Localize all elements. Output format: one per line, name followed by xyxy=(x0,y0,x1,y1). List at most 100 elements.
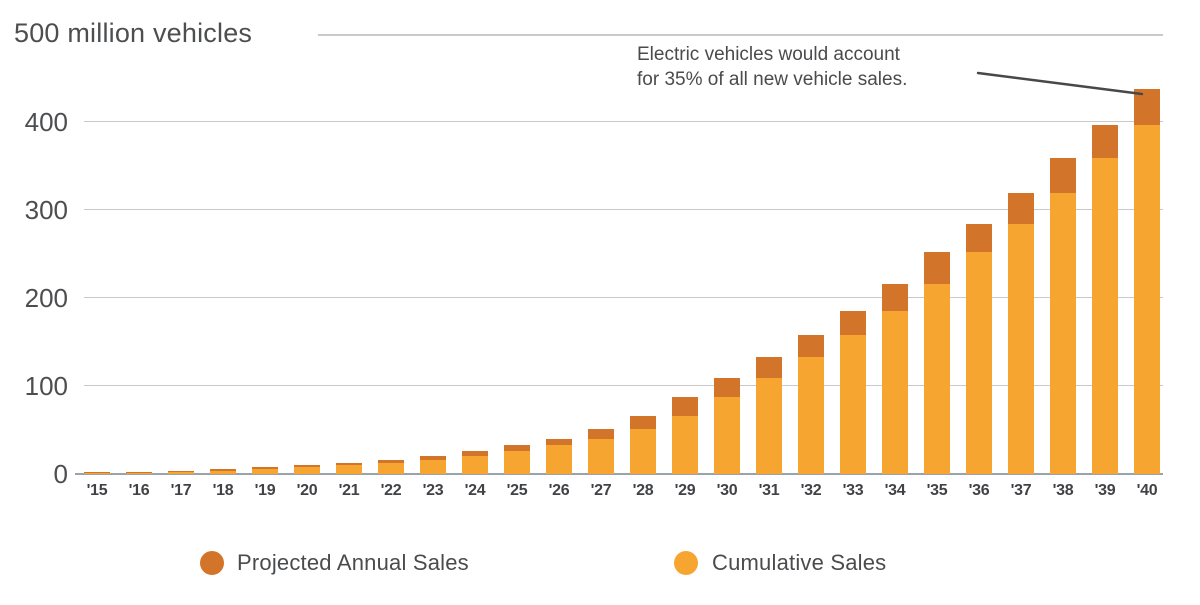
bar-annual-segment-31 xyxy=(756,356,782,379)
bar-cumulative-segment-25 xyxy=(504,451,530,474)
bar-cumulative-segment-32 xyxy=(798,356,824,474)
bar-annual-segment-35 xyxy=(924,252,950,284)
x-tick-label-27: '27 xyxy=(590,482,612,499)
bar-annual-segment-36 xyxy=(966,224,992,253)
legend-label-cumulative: Cumulative Sales xyxy=(712,550,887,575)
bar-cumulative-segment-20 xyxy=(294,467,320,474)
bar-cumulative-segment-17 xyxy=(168,471,194,474)
x-tick-label-35: '35 xyxy=(926,482,948,499)
bar-cumulative-segment-35 xyxy=(924,283,950,474)
x-tick-label-25: '25 xyxy=(506,482,528,499)
bar-cumulative-segment-24 xyxy=(462,456,488,474)
x-tick-label-23: '23 xyxy=(422,482,444,499)
bar-annual-segment-17 xyxy=(168,470,194,472)
bar-annual-segment-24 xyxy=(462,451,488,457)
legend: Projected Annual Sales Cumulative Sales xyxy=(0,549,1200,579)
bar-annual-segment-25 xyxy=(504,445,530,452)
bar-cumulative-segment-33 xyxy=(840,334,866,474)
y-tick-label-400: 400 xyxy=(24,107,68,137)
bar-annual-segment-39 xyxy=(1092,124,1118,159)
bar-annual-segment-32 xyxy=(798,334,824,357)
annotation-text: Electric vehicles would account for 35% … xyxy=(637,42,907,92)
x-tick-label-24: '24 xyxy=(464,482,486,499)
bar-annual-segment-22 xyxy=(378,460,404,464)
bar-annual-segment-16 xyxy=(126,471,152,473)
x-tick-label-33: '33 xyxy=(842,482,864,499)
gridline-200 xyxy=(84,297,1163,298)
bar-annual-segment-33 xyxy=(840,311,866,335)
gridline-300 xyxy=(84,209,1163,210)
bar-cumulative-segment-21 xyxy=(336,465,362,474)
x-tick-label-38: '38 xyxy=(1052,482,1074,499)
annotation-line1: Electric vehicles would account xyxy=(637,44,900,65)
x-tick-label-26: '26 xyxy=(548,482,570,499)
x-tick-label-20: '20 xyxy=(296,482,318,499)
gridline-400 xyxy=(84,121,1163,122)
bar-cumulative-segment-29 xyxy=(672,415,698,474)
x-tick-label-31: '31 xyxy=(758,482,780,499)
x-tick-label-21: '21 xyxy=(338,482,360,499)
y-tick-label-300: 300 xyxy=(24,195,68,225)
y-tick-label-100: 100 xyxy=(24,371,68,401)
bar-cumulative-segment-16 xyxy=(126,472,152,474)
x-tick-label-39: '39 xyxy=(1094,482,1116,499)
gridline-500 xyxy=(318,34,1163,36)
gridline-100 xyxy=(84,385,1163,386)
bar-annual-segment-18 xyxy=(210,469,236,471)
bar-annual-segment-26 xyxy=(546,438,572,446)
bar-annual-segment-21 xyxy=(336,463,362,466)
bar-cumulative-segment-37 xyxy=(1008,224,1034,474)
x-tick-label-19: '19 xyxy=(254,482,276,499)
bar-cumulative-segment-27 xyxy=(588,438,614,474)
bar-annual-segment-30 xyxy=(714,378,740,398)
x-tick-label-18: '18 xyxy=(212,482,234,499)
bar-annual-segment-34 xyxy=(882,283,908,312)
x-axis-line xyxy=(75,473,1163,475)
bar-cumulative-segment-28 xyxy=(630,429,656,474)
callout-line xyxy=(976,71,1144,96)
bar-annual-segment-27 xyxy=(588,429,614,439)
bar-annual-segment-28 xyxy=(630,415,656,430)
bar-annual-segment-20 xyxy=(294,465,320,468)
bar-annual-segment-23 xyxy=(420,456,446,461)
bar-cumulative-segment-31 xyxy=(756,378,782,474)
bar-cumulative-segment-39 xyxy=(1092,158,1118,474)
x-tick-label-28: '28 xyxy=(632,482,654,499)
x-tick-label-32: '32 xyxy=(800,482,822,499)
bar-annual-segment-15 xyxy=(84,472,110,473)
bar-cumulative-segment-38 xyxy=(1050,193,1076,474)
x-tick-label-29: '29 xyxy=(674,482,696,499)
legend-label-annual: Projected Annual Sales xyxy=(237,550,469,575)
bar-cumulative-segment-40 xyxy=(1134,124,1160,474)
bar-cumulative-segment-23 xyxy=(420,460,446,474)
bar-annual-segment-19 xyxy=(252,467,278,470)
x-tick-label-36: '36 xyxy=(968,482,990,499)
chart-title: 500 million vehicles xyxy=(14,18,253,48)
annotation-line2: for 35% of all new vehicle sales. xyxy=(637,69,908,90)
x-tick-label-34: '34 xyxy=(884,482,906,499)
bar-cumulative-segment-22 xyxy=(378,463,404,474)
bar-cumulative-segment-26 xyxy=(546,445,572,474)
bar-annual-segment-38 xyxy=(1050,158,1076,194)
cumulative-sales-dot-icon xyxy=(674,551,698,575)
bar-annual-segment-29 xyxy=(672,397,698,416)
x-tick-label-16: '16 xyxy=(128,482,150,499)
x-tick-label-37: '37 xyxy=(1010,482,1032,499)
bar-cumulative-segment-30 xyxy=(714,397,740,474)
x-tick-label-17: '17 xyxy=(170,482,192,499)
x-tick-label-40: '40 xyxy=(1136,482,1158,499)
annual-sales-dot-icon xyxy=(200,551,224,575)
bar-cumulative-segment-15 xyxy=(84,473,110,474)
x-tick-label-30: '30 xyxy=(716,482,738,499)
x-tick-label-22: '22 xyxy=(380,482,402,499)
bar-cumulative-segment-36 xyxy=(966,252,992,474)
bar-cumulative-segment-19 xyxy=(252,469,278,474)
y-tick-label-200: 200 xyxy=(24,283,68,313)
bar-annual-segment-40 xyxy=(1134,89,1160,125)
y-tick-label-0: 0 xyxy=(53,459,68,489)
x-tick-label-15: '15 xyxy=(86,482,108,499)
bar-annual-segment-37 xyxy=(1008,193,1034,225)
bar-cumulative-segment-34 xyxy=(882,311,908,474)
bar-cumulative-segment-18 xyxy=(210,470,236,474)
